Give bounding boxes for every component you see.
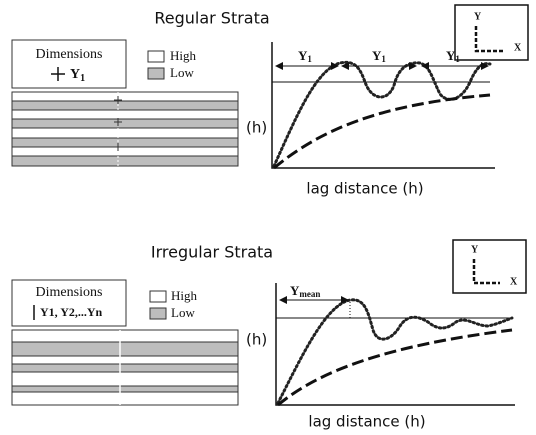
stratum-low [11, 341, 239, 357]
variogram-regular: Y1 Y1 Y1 [271, 42, 495, 170]
stratum-low [11, 363, 239, 373]
range-sub: mean [299, 289, 320, 299]
range-label: Y1 [298, 48, 312, 64]
stratum-high [11, 91, 239, 102]
range-letter: Y [446, 48, 456, 63]
legend-high-swatch [147, 50, 165, 63]
range-sub: 1 [381, 54, 386, 64]
stratum-low [11, 155, 239, 167]
legend-low: Low [170, 65, 194, 80]
legend-low-swatch [147, 67, 165, 80]
symbol-letter: Y [70, 67, 80, 82]
legend-high: High [170, 48, 197, 63]
dimensions-box: Dimensions Y1 [11, 39, 127, 89]
stratum-low [11, 118, 239, 129]
stratum-high [11, 355, 239, 365]
legend: High Low [147, 48, 197, 80]
stratum-high [11, 146, 239, 157]
range-label: Y1 [372, 48, 386, 64]
dimensions-label: Dimensions [36, 47, 103, 62]
dimensions-frame [11, 39, 127, 89]
range-letter: Y [290, 283, 300, 298]
legend-low-swatch [149, 307, 167, 320]
model-curve [277, 328, 513, 407]
range-letter: Y [372, 48, 382, 63]
section-title: Irregular Strata [151, 243, 273, 262]
stratum-high [11, 371, 239, 387]
axes [271, 42, 495, 169]
stratum-high [11, 109, 239, 120]
legend-low: Low [171, 305, 195, 320]
range-label: Y1 [446, 48, 460, 64]
range-label: Ymean [290, 283, 320, 299]
legend-high-swatch [149, 290, 167, 303]
variogram-irregular: Ymean [275, 283, 515, 407]
axes [275, 283, 515, 406]
legend: High Low [149, 288, 198, 320]
dimensions-box: Dimensions Y1, Y2,...Yn [11, 279, 127, 327]
axis-icon-lines [472, 259, 500, 285]
stratum-low [11, 137, 239, 148]
dimensions-frame [11, 279, 127, 327]
y-axis-label: (h) [246, 119, 267, 137]
axis-icon-y: Y [474, 11, 482, 22]
axis-icon: Y X [452, 239, 527, 294]
axis-icon: Y X [454, 4, 529, 61]
symbol-sub: 1 [80, 73, 85, 84]
legend-high: High [171, 288, 198, 303]
y-axis-label: (h) [246, 331, 267, 349]
axis-icon-x: X [510, 276, 518, 287]
model-curve [273, 93, 491, 170]
dimension-symbols: Y1, Y2,...Yn [40, 305, 103, 319]
range-letter: Y [298, 48, 308, 63]
dimension-symbol: Y1 [70, 67, 85, 84]
dimensions-label: Dimensions [36, 285, 103, 300]
plus-marks [114, 96, 122, 151]
axis-icon-y: Y [471, 244, 479, 255]
axis-icon-lines [474, 26, 503, 53]
axis-icon-box [454, 4, 529, 61]
x-axis-label: lag distance (h) [308, 413, 425, 431]
range-sub: 1 [307, 54, 312, 64]
stratum-high [11, 329, 239, 343]
stratum-low [11, 385, 239, 393]
stratum-high [11, 391, 239, 406]
section-title: Regular Strata [154, 9, 269, 28]
x-axis-label: lag distance (h) [306, 180, 423, 198]
range-sub: 1 [455, 54, 460, 64]
stratum-high [11, 127, 239, 139]
strata-regular [11, 91, 239, 167]
stratum-low [11, 100, 239, 111]
strata-irregular [11, 329, 239, 406]
axis-icon-x: X [514, 42, 522, 53]
plus-icon [51, 67, 65, 81]
